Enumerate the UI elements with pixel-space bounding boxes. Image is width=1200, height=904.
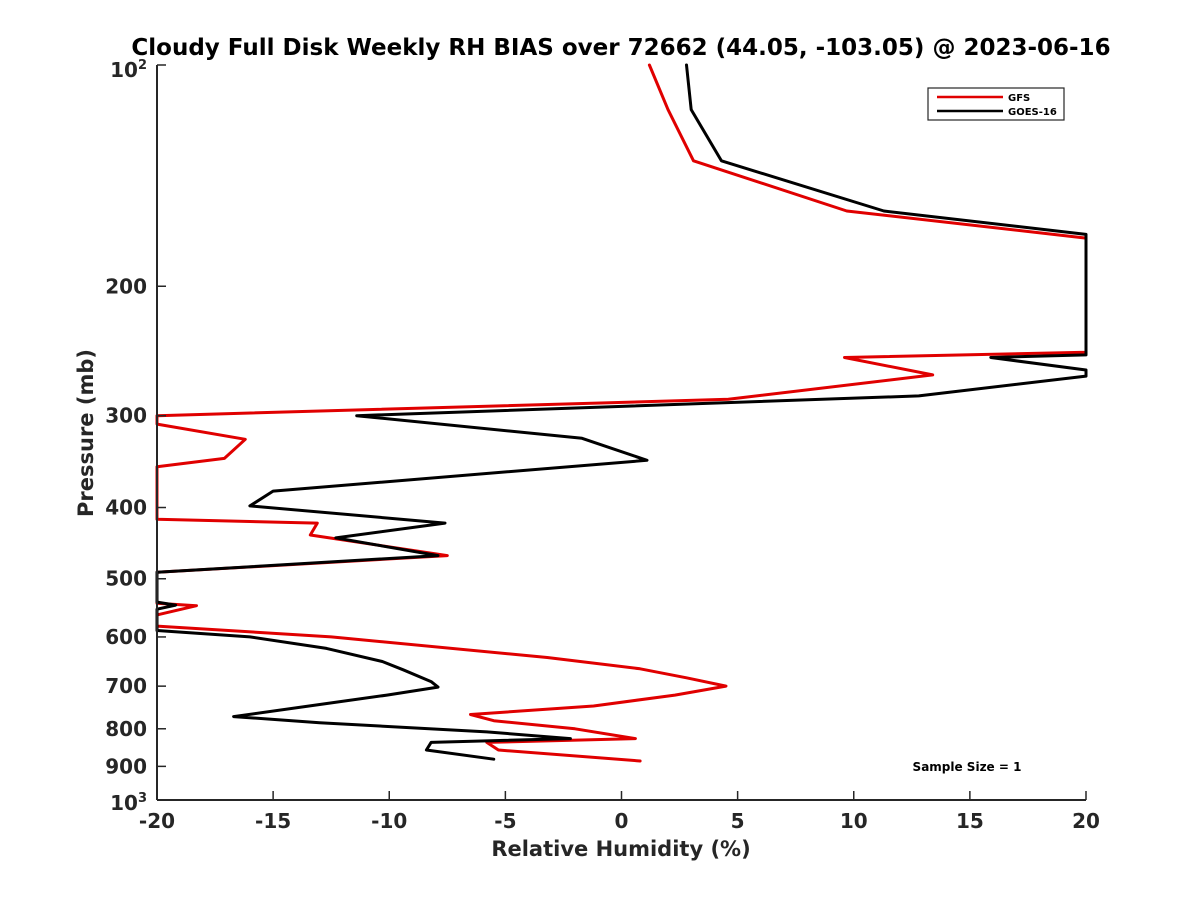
y-bottom-label: 103 [110, 791, 147, 815]
y-tick-label: 300 [105, 404, 147, 428]
x-tick-label: -10 [371, 809, 407, 833]
x-ticks: -20 -15 -10 -5 0 5 10 15 20 [139, 791, 1100, 833]
sample-size-annotation: Sample Size = 1 [913, 760, 1022, 774]
chart-title: Cloudy Full Disk Weekly RH BIAS over 726… [131, 35, 1110, 61]
legend-label-goes-16: GOES-16 [1008, 107, 1057, 118]
plot-area [155, 63, 1088, 763]
series-line-gfs [155, 63, 1088, 763]
x-tick-label: 20 [1072, 809, 1100, 833]
y-ticks: 200 300 400 500 600 700 800 900 [105, 64, 166, 801]
y-tick-label: 900 [105, 754, 147, 778]
legend-box [927, 87, 1065, 121]
y-tick-label: 800 [105, 717, 147, 741]
x-tick-label: 10 [840, 809, 868, 833]
y-bottom-label-base: 10 [110, 791, 138, 815]
y-bottom-label-exponent: 3 [138, 791, 147, 806]
x-tick-label: -5 [494, 809, 516, 833]
y-tick-label: 400 [105, 496, 147, 520]
y-top-label-exponent: 2 [138, 58, 147, 73]
y-tick-label: 700 [105, 674, 147, 698]
x-tick-label: 0 [615, 809, 629, 833]
y-top-label-base: 10 [110, 58, 138, 82]
y-top-label: 102 [110, 58, 147, 82]
y-tick-label: 600 [105, 625, 147, 649]
y-tick-label: 500 [105, 567, 147, 591]
legend-label-gfs: GFS [1008, 93, 1030, 104]
y-axis-label: Pressure (mb) [74, 349, 98, 517]
x-tick-label: 5 [731, 809, 745, 833]
x-axis-label: Relative Humidity (%) [491, 837, 750, 861]
legend: GFS GOES-16 [927, 87, 1065, 121]
x-tick-label: -15 [255, 809, 291, 833]
axes [156, 65, 1086, 801]
x-tick-label: 15 [956, 809, 984, 833]
x-tick-label: -20 [139, 809, 175, 833]
y-tick-label: 200 [105, 274, 147, 298]
